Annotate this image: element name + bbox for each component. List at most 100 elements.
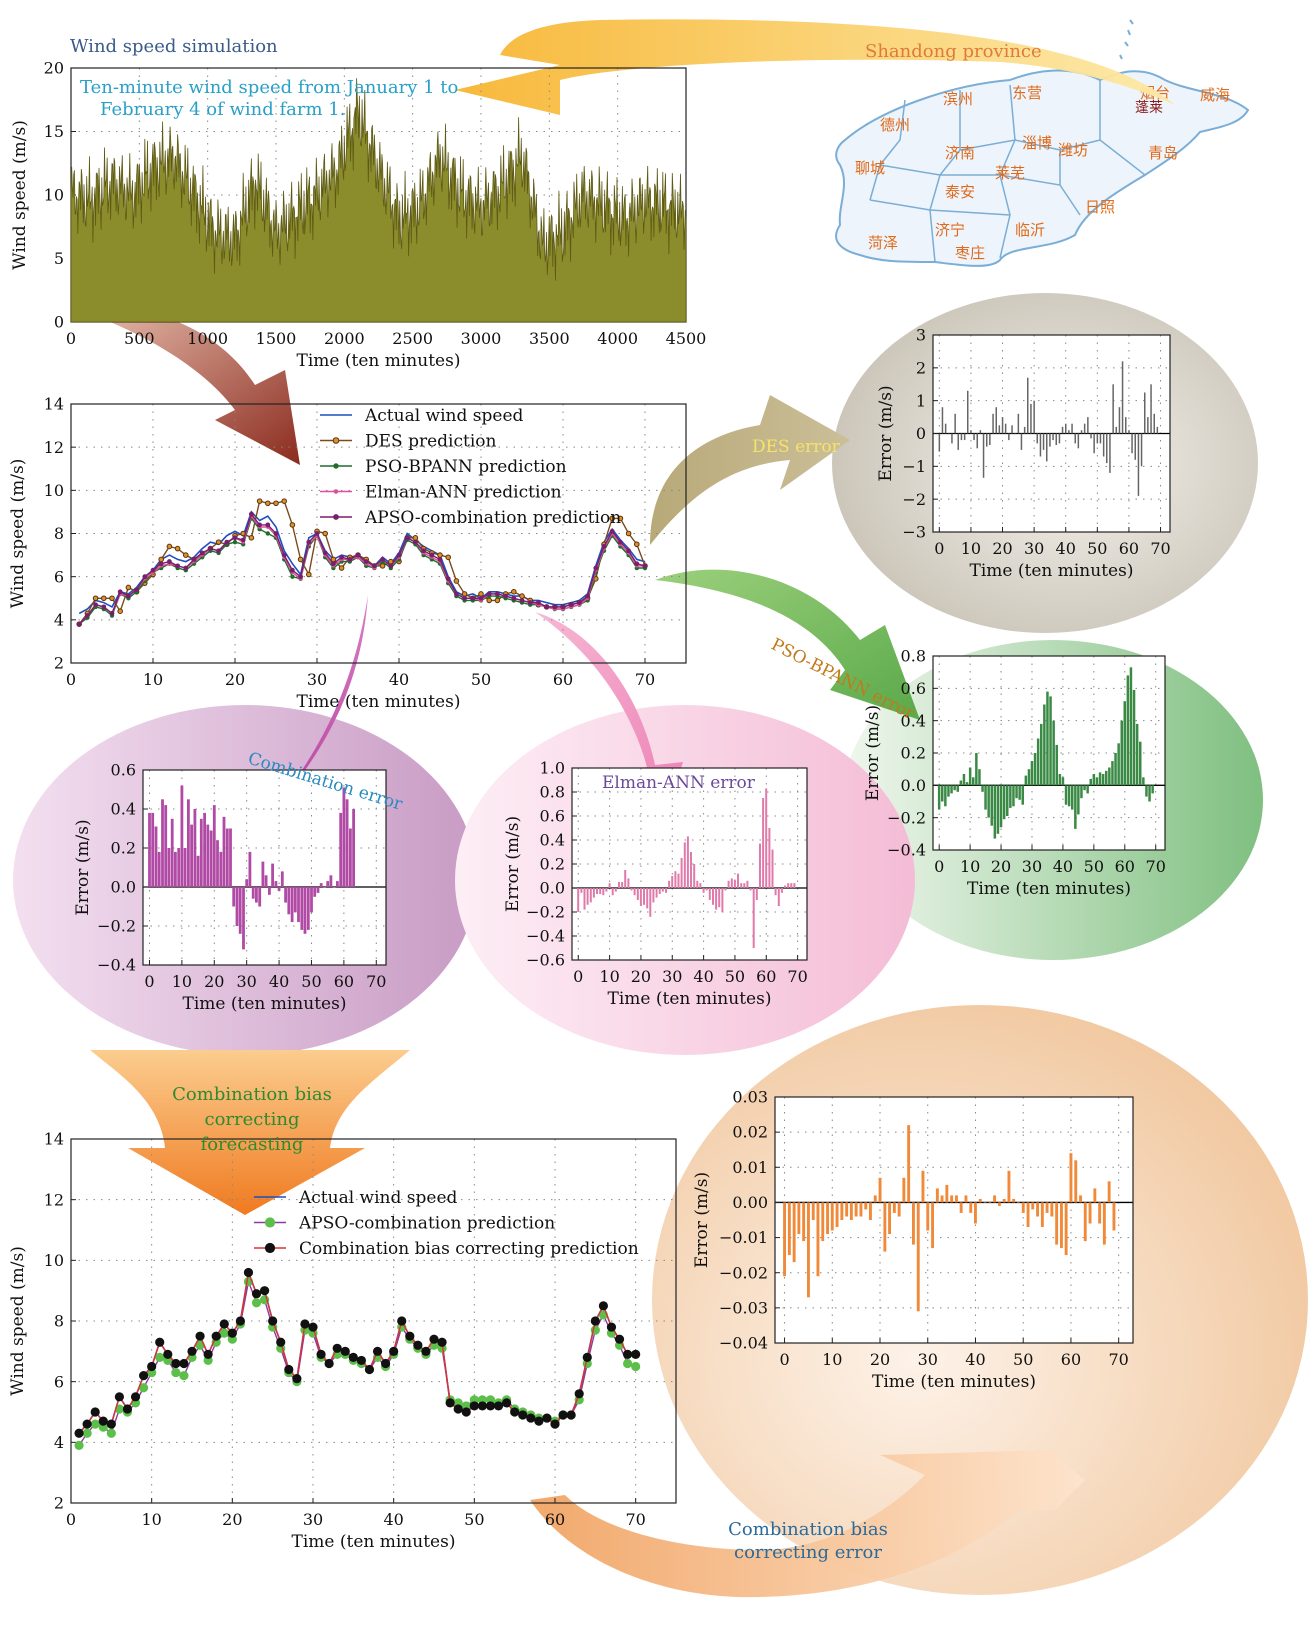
data-point <box>122 1404 133 1414</box>
error-bar <box>209 830 213 887</box>
error-bar <box>992 413 994 434</box>
legend-swatch-marker <box>264 1217 276 1228</box>
data-point <box>316 1349 326 1359</box>
error-bar <box>1042 433 1045 450</box>
error-bar <box>771 849 774 888</box>
error-bar <box>978 769 981 786</box>
legend-label: Combination bias correcting prediction <box>299 1239 639 1259</box>
data-point <box>155 1337 165 1347</box>
map-city-label: 菏泽 <box>868 234 898 252</box>
y-tick-label: 1 <box>916 391 926 410</box>
error-bar <box>596 888 598 894</box>
error-bar <box>986 433 988 447</box>
y-tick-label: −3 <box>902 523 926 542</box>
error-bar <box>167 848 171 887</box>
x-tick-label: 3500 <box>529 329 570 348</box>
data-point <box>609 515 616 522</box>
x-tick-label: 60 <box>756 967 776 986</box>
error-bar <box>990 785 993 826</box>
error-bar <box>1074 433 1076 444</box>
data-point <box>101 604 107 610</box>
data-point <box>227 1328 237 1338</box>
data-point <box>134 587 140 593</box>
error-bar <box>665 888 667 893</box>
x-tick-label: 60 <box>1061 1350 1081 1369</box>
legend-label: APSO-combination prediction <box>298 1214 555 1234</box>
data-point <box>251 1289 262 1299</box>
error-bar <box>935 1188 939 1203</box>
data-point <box>332 1343 342 1353</box>
error-bar <box>965 782 969 786</box>
y-axis-label: Error (m/s) <box>503 816 523 912</box>
data-point <box>453 578 460 584</box>
y-tick-label: −1 <box>902 457 926 476</box>
error-bar <box>258 887 262 907</box>
error-bar <box>633 888 636 896</box>
error-bar <box>290 887 294 923</box>
data-point <box>125 593 131 599</box>
error-bar <box>1106 433 1108 464</box>
x-tick-label: 40 <box>389 670 409 689</box>
data-point <box>248 535 255 541</box>
error-bar <box>727 880 730 888</box>
error-bar <box>797 1202 801 1234</box>
data-point <box>526 1413 536 1423</box>
error-bar <box>959 780 963 786</box>
error-bar <box>251 887 255 899</box>
data-point <box>618 539 623 545</box>
error-bar <box>1083 785 1086 791</box>
error-bar <box>1142 777 1145 786</box>
y-tick-label: 0.8 <box>540 783 565 802</box>
data-point <box>298 574 303 580</box>
x-tick-label: 4500 <box>666 329 707 348</box>
error-bar <box>339 812 343 887</box>
legend-label: APSO-combination prediction <box>364 508 621 528</box>
y-tick-label: 1.0 <box>540 759 565 778</box>
error-bar <box>1093 433 1095 454</box>
series-line <box>78 1269 636 1434</box>
sim-note-line-2: February 4 of wind farm 1. <box>100 99 345 120</box>
error-bar <box>1135 723 1139 786</box>
error-bar <box>1107 1181 1111 1203</box>
x-tick-label: 20 <box>225 670 245 689</box>
error-bar <box>784 885 786 888</box>
error-bar <box>1021 785 1024 805</box>
error-bar <box>1080 430 1083 434</box>
error-bar <box>1036 738 1040 786</box>
data-point <box>171 1367 181 1378</box>
error-bar <box>790 883 793 888</box>
x-tick-label: 2000 <box>324 329 365 348</box>
y-tick-label: 8 <box>54 524 64 543</box>
data-point <box>290 567 295 573</box>
x-tick-label: 70 <box>1146 857 1166 876</box>
error-bar <box>997 1202 1001 1206</box>
error-bar <box>740 883 743 888</box>
error-bar <box>849 1202 853 1220</box>
error-bar <box>970 430 972 434</box>
error-bar <box>987 785 990 818</box>
wind-speed-simulation-chart: 0 500 1000 1500 2000 2500 3000 3500 4000 4500 0 5 10… <box>10 59 706 371</box>
data-point <box>485 1401 496 1411</box>
x-tick-label: 50 <box>301 972 321 991</box>
data-point <box>256 498 263 504</box>
data-point <box>518 1410 528 1420</box>
legend-swatch-marker <box>333 514 339 520</box>
error-bar <box>1123 701 1126 786</box>
x-tick-label: 0 <box>573 967 583 986</box>
error-bar <box>954 413 956 434</box>
error-bar <box>1077 433 1080 449</box>
error-bar <box>995 407 997 434</box>
error-bar <box>1099 433 1102 444</box>
x-tick-label: 0 <box>144 972 154 991</box>
data-point <box>114 1392 124 1402</box>
error-bar <box>777 888 780 906</box>
data-point <box>566 1410 576 1420</box>
error-bar <box>1129 667 1133 786</box>
data-point <box>171 1358 181 1369</box>
x-tick-label: 40 <box>1056 539 1076 558</box>
error-bar <box>1031 1202 1035 1210</box>
x-tick-label: 60 <box>334 972 354 991</box>
series-line <box>78 514 645 625</box>
data-point <box>355 552 361 558</box>
x-tick-label: 70 <box>635 670 655 689</box>
